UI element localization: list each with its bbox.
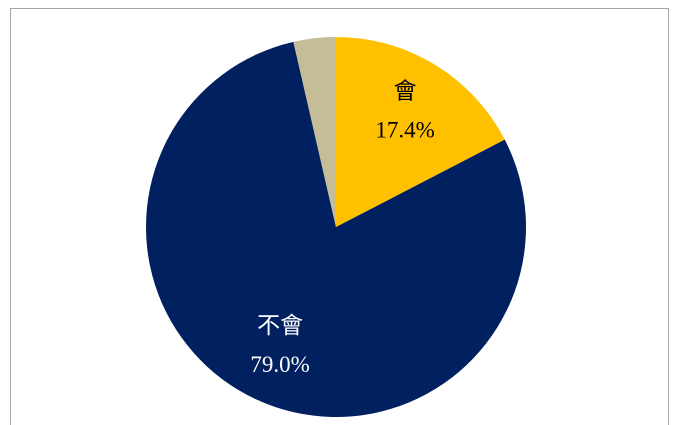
slice-label: 不會 (257, 313, 303, 338)
slice-value-label: 79.0% (250, 352, 309, 377)
slice-value-label: 17.4% (375, 118, 434, 143)
pie-slice (293, 37, 336, 227)
slice-label: 會 (394, 79, 417, 104)
pie-slice (145, 41, 526, 417)
pie-slice (336, 37, 505, 227)
